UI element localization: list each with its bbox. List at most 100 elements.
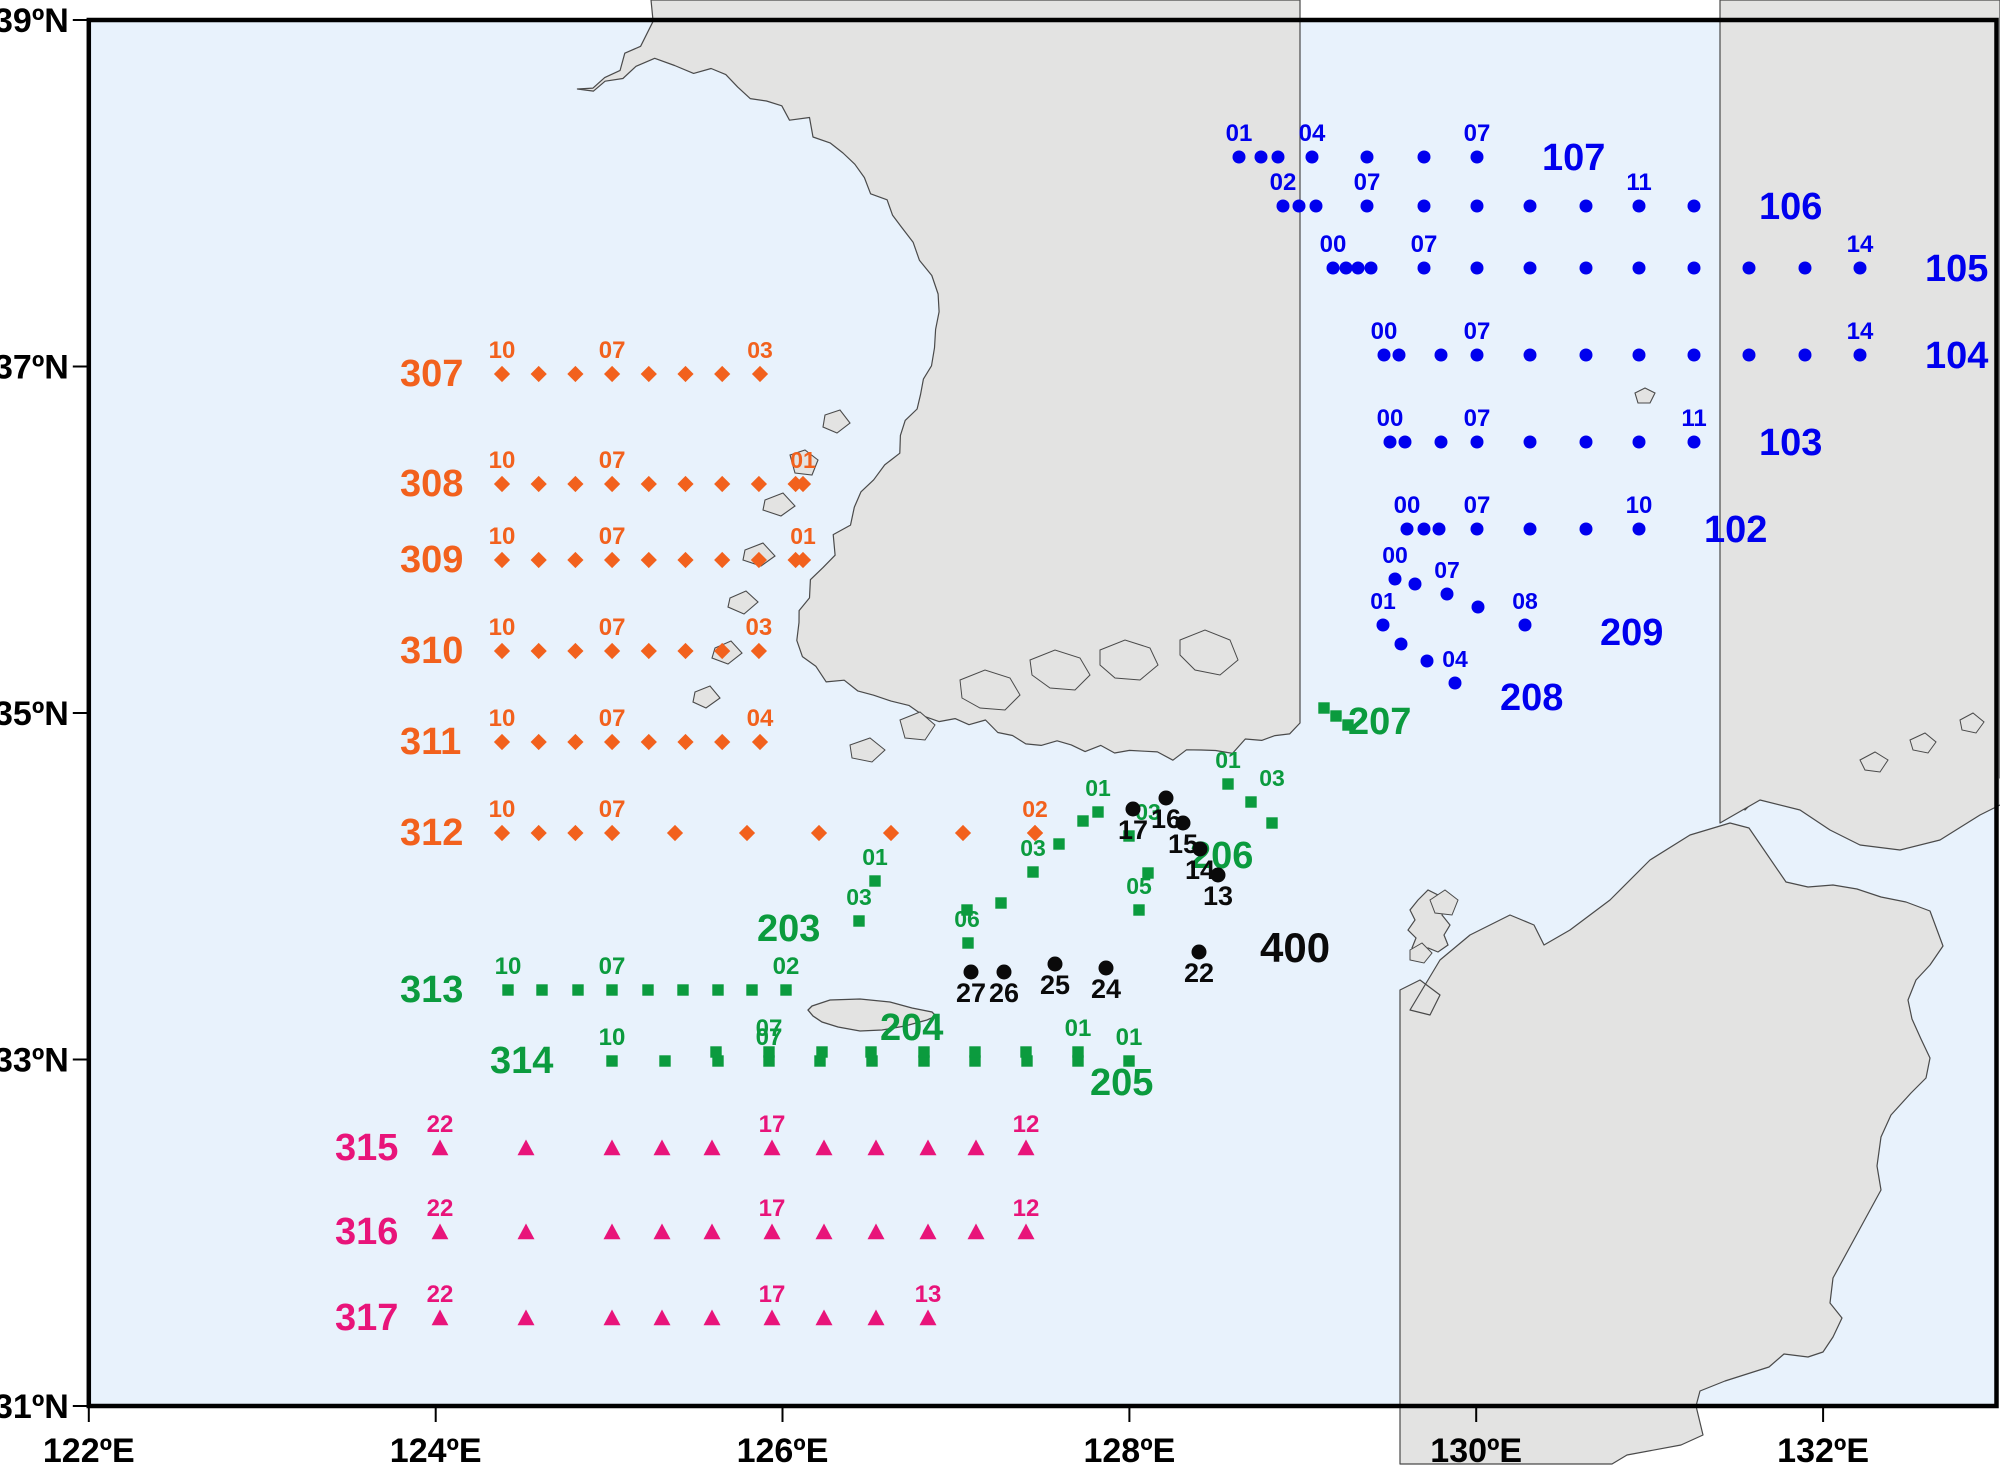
svg-text:07: 07 [1354, 169, 1381, 196]
svg-text:04: 04 [1299, 120, 1326, 147]
svg-text:310: 310 [400, 630, 463, 672]
svg-text:01: 01 [1370, 588, 1396, 614]
svg-text:00: 00 [1371, 318, 1398, 345]
svg-text:07: 07 [756, 1015, 783, 1042]
svg-text:10: 10 [489, 614, 516, 641]
svg-text:10: 10 [489, 796, 516, 823]
svg-text:04: 04 [1442, 646, 1468, 672]
svg-text:316: 316 [335, 1211, 398, 1253]
svg-text:10: 10 [489, 705, 516, 732]
svg-text:10: 10 [489, 523, 516, 550]
svg-text:209: 209 [1600, 612, 1663, 654]
svg-text:24: 24 [1091, 974, 1121, 1004]
svg-text:07: 07 [1464, 492, 1491, 519]
svg-text:309: 309 [400, 539, 463, 581]
svg-text:37ºN: 37ºN [0, 349, 69, 387]
svg-text:22: 22 [1184, 958, 1214, 988]
svg-text:208: 208 [1500, 677, 1563, 719]
svg-text:01: 01 [1116, 1024, 1143, 1051]
svg-text:31ºN: 31ºN [0, 1388, 69, 1426]
svg-text:122ºE: 122ºE [43, 1432, 135, 1469]
svg-text:314: 314 [490, 1040, 553, 1082]
svg-text:02: 02 [773, 953, 800, 980]
svg-text:10: 10 [489, 337, 516, 364]
svg-text:10: 10 [1626, 492, 1653, 519]
svg-text:13: 13 [1203, 881, 1233, 911]
svg-text:307: 307 [400, 353, 463, 395]
svg-text:01: 01 [1215, 747, 1241, 773]
svg-text:07: 07 [599, 953, 626, 980]
svg-text:11: 11 [1626, 169, 1651, 196]
svg-text:313: 313 [400, 969, 463, 1011]
svg-text:02: 02 [1022, 796, 1048, 822]
svg-text:22: 22 [427, 1195, 454, 1222]
svg-text:400: 400 [1260, 924, 1330, 971]
svg-text:07: 07 [1434, 557, 1460, 583]
svg-text:03: 03 [746, 614, 773, 641]
svg-text:07: 07 [599, 614, 626, 641]
svg-text:10: 10 [495, 953, 522, 980]
svg-text:124ºE: 124ºE [390, 1432, 482, 1469]
svg-text:00: 00 [1382, 542, 1408, 568]
svg-text:207: 207 [1348, 701, 1411, 743]
svg-text:01: 01 [790, 523, 816, 549]
svg-text:102: 102 [1704, 509, 1767, 551]
svg-text:03: 03 [1259, 765, 1285, 791]
svg-text:22: 22 [427, 1281, 454, 1308]
svg-text:07: 07 [1464, 405, 1491, 432]
svg-text:204: 204 [880, 1007, 943, 1049]
svg-text:308: 308 [400, 463, 463, 505]
svg-text:08: 08 [1512, 588, 1538, 614]
svg-text:01: 01 [1065, 1015, 1092, 1042]
svg-text:05: 05 [1126, 873, 1152, 899]
svg-text:132ºE: 132ºE [1777, 1432, 1869, 1469]
svg-text:104: 104 [1925, 335, 1988, 377]
svg-text:26: 26 [989, 978, 1019, 1008]
svg-text:07: 07 [599, 447, 626, 474]
svg-text:105: 105 [1925, 248, 1988, 290]
svg-text:02: 02 [1270, 169, 1297, 196]
svg-text:25: 25 [1040, 970, 1070, 1000]
svg-text:12: 12 [1013, 1111, 1040, 1138]
svg-text:10: 10 [489, 447, 516, 474]
svg-text:17: 17 [759, 1111, 786, 1138]
svg-text:315: 315 [335, 1127, 398, 1169]
svg-text:17: 17 [759, 1281, 786, 1308]
svg-text:00: 00 [1377, 405, 1404, 432]
svg-text:22: 22 [427, 1111, 454, 1138]
svg-text:33ºN: 33ºN [0, 1042, 69, 1080]
svg-text:103: 103 [1759, 422, 1822, 464]
svg-text:07: 07 [1411, 231, 1438, 258]
svg-text:126ºE: 126ºE [737, 1432, 829, 1469]
svg-text:12: 12 [1013, 1195, 1040, 1222]
svg-text:128ºE: 128ºE [1083, 1432, 1175, 1469]
svg-text:130ºE: 130ºE [1430, 1432, 1522, 1469]
svg-text:07: 07 [1464, 120, 1491, 147]
svg-text:01: 01 [1085, 775, 1111, 801]
svg-text:106: 106 [1759, 186, 1822, 228]
svg-text:14: 14 [1847, 231, 1874, 258]
svg-text:107: 107 [1542, 137, 1605, 179]
svg-text:203: 203 [757, 908, 820, 950]
svg-text:317: 317 [335, 1297, 398, 1339]
svg-text:01: 01 [790, 447, 816, 473]
svg-text:07: 07 [599, 337, 626, 364]
svg-text:39ºN: 39ºN [0, 2, 69, 40]
svg-text:07: 07 [599, 705, 626, 732]
svg-text:07: 07 [599, 796, 626, 823]
svg-text:205: 205 [1090, 1062, 1153, 1104]
svg-text:07: 07 [1464, 318, 1491, 345]
svg-text:11: 11 [1681, 405, 1706, 432]
svg-text:03: 03 [747, 337, 773, 363]
svg-text:13: 13 [915, 1281, 942, 1308]
svg-text:01: 01 [1226, 120, 1253, 147]
svg-text:35ºN: 35ºN [0, 695, 69, 733]
svg-text:17: 17 [1118, 815, 1148, 845]
svg-text:00: 00 [1394, 492, 1421, 519]
svg-text:01: 01 [862, 844, 888, 870]
svg-text:03: 03 [1020, 835, 1046, 861]
svg-text:312: 312 [400, 812, 463, 854]
svg-text:04: 04 [747, 705, 774, 732]
svg-text:27: 27 [956, 978, 986, 1008]
svg-text:17: 17 [759, 1195, 786, 1222]
